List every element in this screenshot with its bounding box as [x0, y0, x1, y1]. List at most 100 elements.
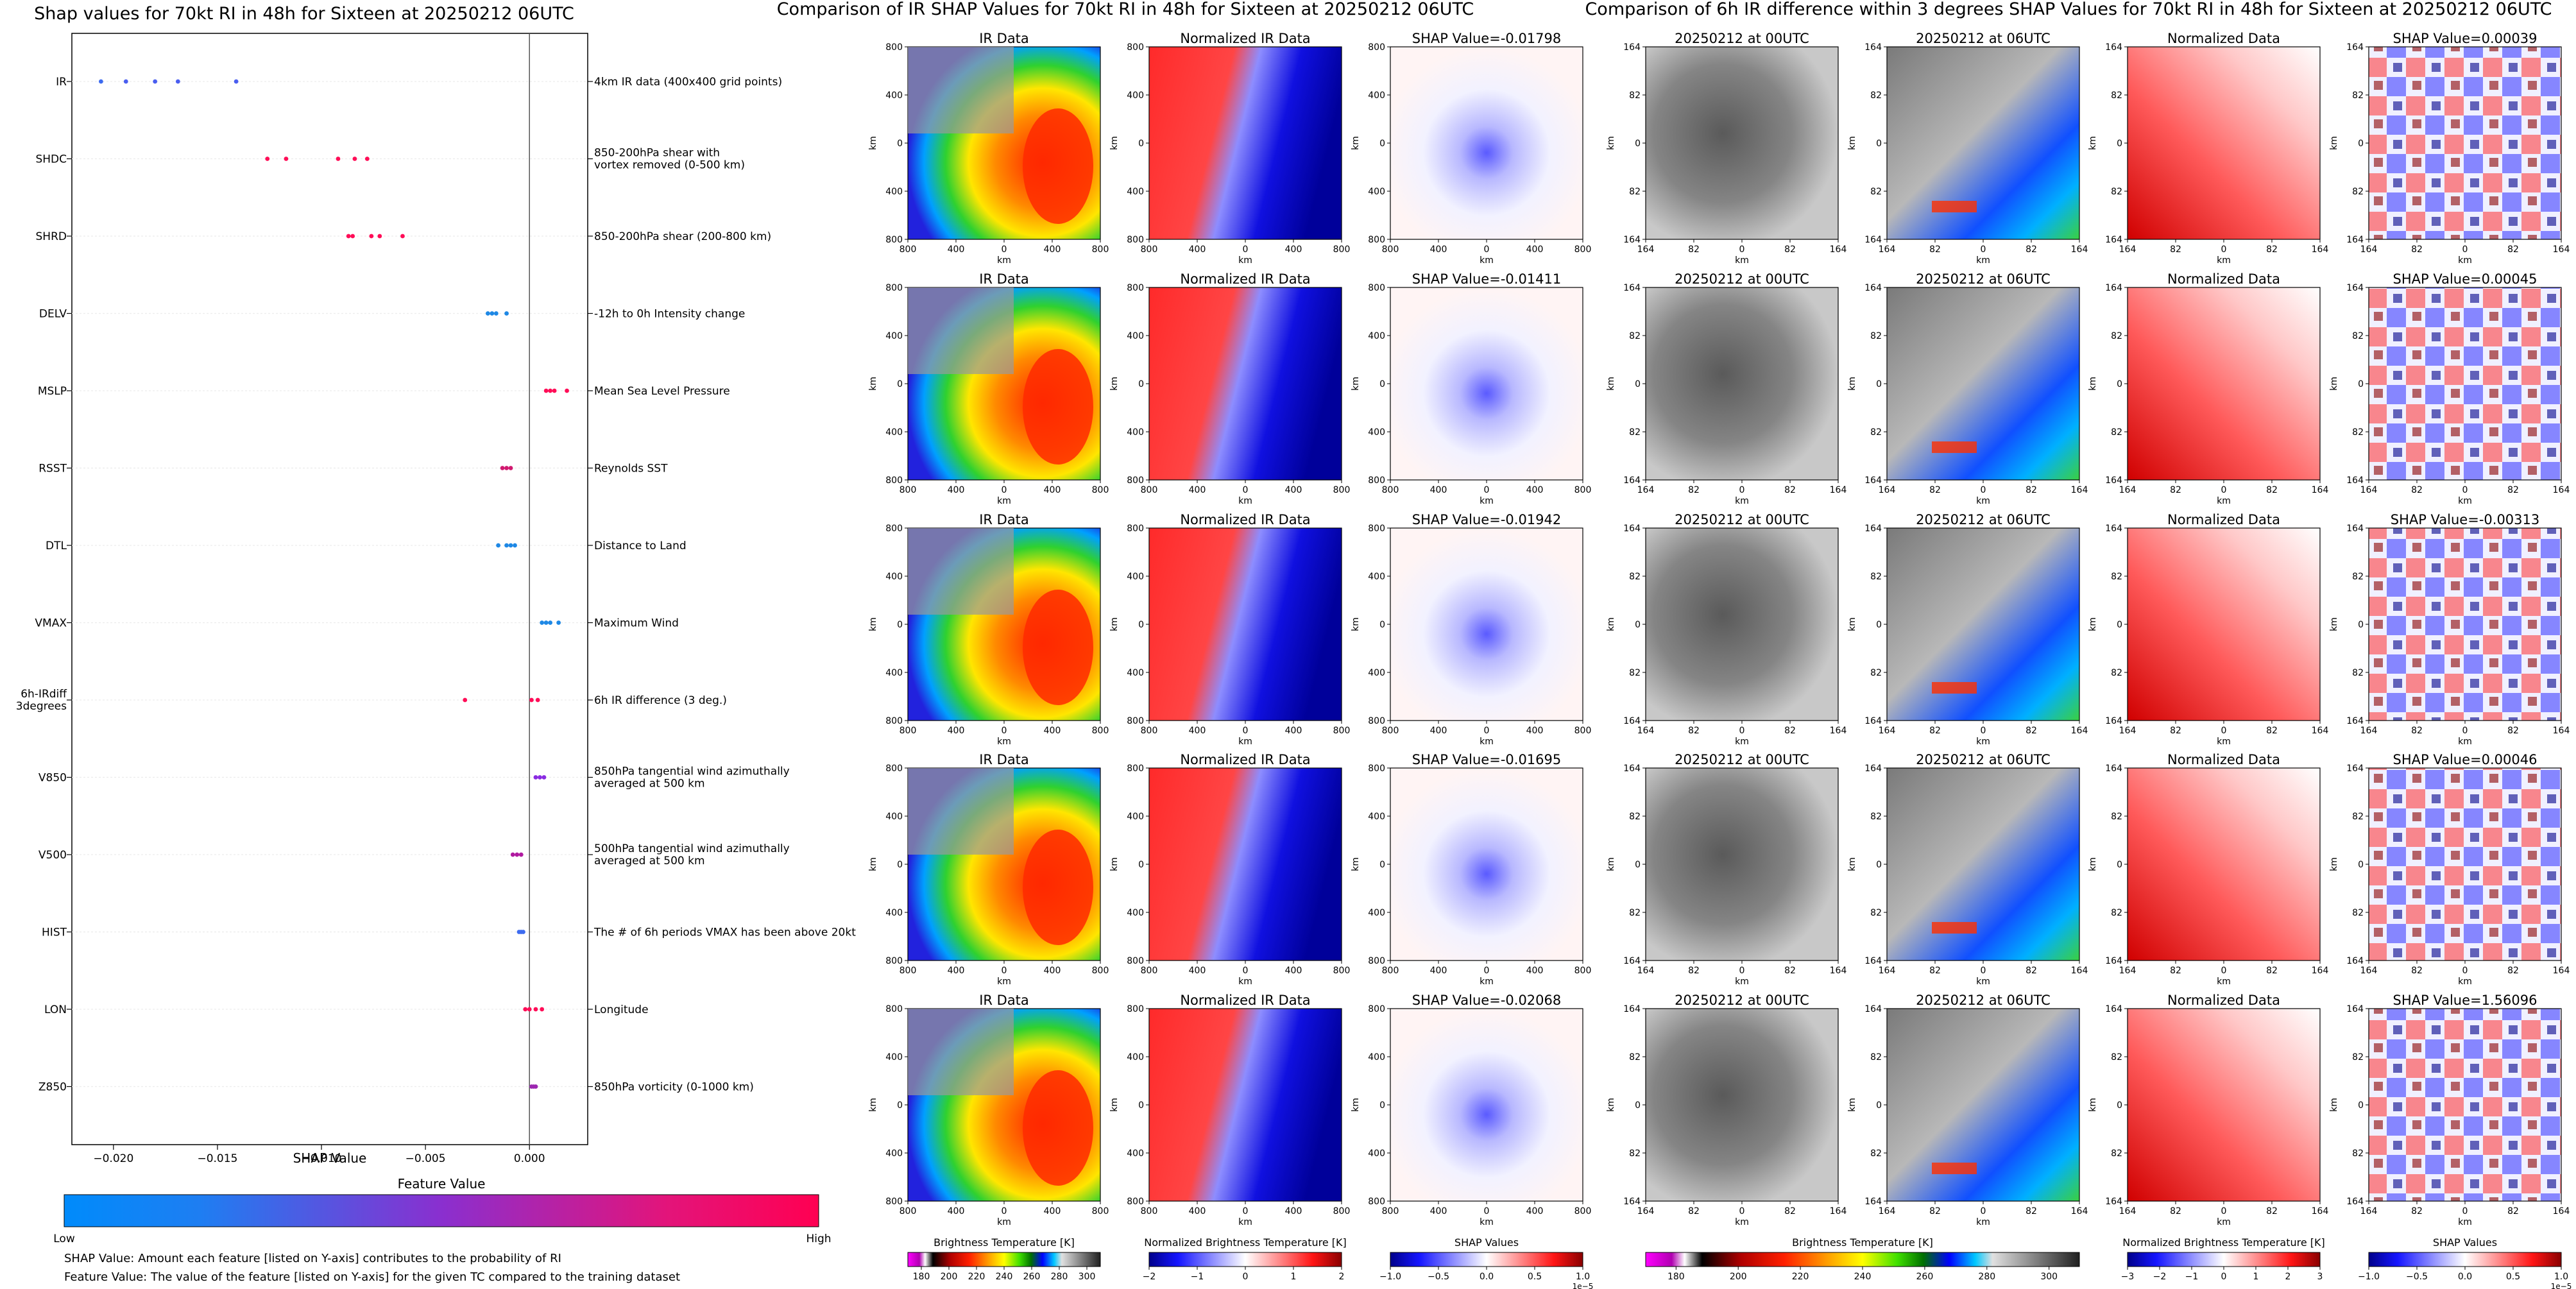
map-image [1645, 767, 1839, 961]
cloud-region [908, 768, 1014, 855]
colorbar-tick-label: 200 [1730, 1272, 1747, 1282]
map-x-tick-label: 0 [1002, 966, 1007, 976]
map-x-tick-label: 800 [1574, 244, 1592, 255]
feature-label: HIST [42, 926, 67, 939]
map-image [1645, 287, 1839, 481]
map-y-axis-label: km [2329, 617, 2339, 631]
shap-point [336, 157, 341, 161]
x-tick-label: −0.020 [93, 1152, 133, 1165]
map-y-tick-label: 0 [2117, 139, 2122, 149]
map-image [2127, 527, 2321, 721]
colorbar-tick-label: −0.5 [1428, 1272, 1449, 1282]
map-x-tick-label: 800 [1382, 244, 1399, 255]
map-y-tick-label: 164 [2105, 716, 2122, 726]
shap-point [565, 388, 569, 393]
map-y-axis-label: km [1606, 1098, 1616, 1112]
map-y-tick-label: 0 [1635, 139, 1641, 149]
map-x-tick-label: 0 [1484, 485, 1490, 495]
map-x-tick-label: 164 [1879, 966, 1896, 976]
map-image [1390, 287, 1583, 481]
shap-point [508, 543, 513, 548]
colorbar-tick-label: 260 [1023, 1272, 1041, 1282]
colorbar-gradient [2127, 1252, 2321, 1267]
map-x-tick-label: 400 [1430, 726, 1447, 736]
map-x-tick-label: 0 [1243, 244, 1249, 255]
map-x-tick-label: 800 [900, 726, 917, 736]
map-x-tick-label: 400 [948, 1206, 965, 1216]
map-y-tick-label: 82 [2111, 331, 2122, 341]
map-y-tick-label: 164 [1864, 1197, 1882, 1207]
map-x-tick-label: 82 [2507, 1206, 2519, 1216]
colorbar-tick-label: 1.0 [1576, 1272, 1590, 1282]
feature-description: 6h IR difference (3 deg.) [594, 694, 727, 707]
feature-description: Mean Sea Level Pressure [594, 385, 730, 398]
map-y-axis-label: km [1109, 136, 1120, 150]
shap-point [153, 79, 158, 84]
map-x-axis-label: km [2458, 1217, 2472, 1227]
shap-point [533, 775, 538, 780]
map-x-tick-label: 164 [2119, 1206, 2137, 1216]
map-y-tick-label: 164 [2346, 235, 2364, 245]
warm-streak [1932, 682, 1977, 694]
map-y-tick-label: 0 [2117, 379, 2122, 389]
map-y-tick-label: 400 [885, 1052, 903, 1063]
map-y-axis-label: km [2088, 1098, 2098, 1112]
map-y-tick-label: 82 [1870, 668, 1882, 678]
map-x-tick-label: 82 [1688, 244, 1700, 255]
map-x-axis-label: km [1735, 496, 1749, 506]
map-y-tick-label: 82 [2111, 90, 2122, 101]
map-x-tick-label: 0 [1739, 726, 1745, 736]
map-y-tick-label: 82 [2352, 1052, 2364, 1063]
map-x-tick-label: 0 [2221, 485, 2227, 495]
map-x-tick-label: 0 [1981, 726, 1986, 736]
colorbar: Brightness Temperature [K] 180 200 220 240 26… [907, 1236, 1101, 1282]
shap-point [369, 234, 374, 239]
cloud-region [908, 287, 1014, 374]
panel-title: SHAP Value=-0.01695 [1412, 752, 1562, 767]
x-tick-label: 0.000 [514, 1152, 545, 1165]
map-y-axis-label: km [2329, 857, 2339, 871]
map-x-tick-label: 82 [2266, 726, 2278, 736]
map-x-axis-label: km [1480, 496, 1494, 506]
map-image [1148, 46, 1342, 240]
map-x-tick-label: 800 [900, 966, 917, 976]
map-y-tick-label: 0 [2358, 379, 2364, 389]
map-x-tick-label: 0 [2221, 244, 2227, 255]
map-y-tick-label: 0 [1138, 379, 1144, 389]
map-image [2368, 1008, 2562, 1202]
map-x-tick-label: 0 [1484, 966, 1490, 976]
map-y-tick-label: 800 [1368, 716, 1385, 726]
feature-label: RSST [38, 463, 67, 475]
map-x-tick-label: 800 [1092, 726, 1109, 736]
map-x-tick-label: 164 [2553, 1206, 2570, 1216]
map-y-tick-label: 0 [897, 1100, 903, 1111]
shap-point [518, 852, 524, 857]
map-x-tick-label: 164 [2360, 966, 2378, 976]
panel-title: SHAP Value=0.00046 [2393, 752, 2538, 767]
map-x-tick-label: 164 [1830, 244, 1847, 255]
map-y-tick-label: 0 [1876, 860, 1882, 870]
map-y-axis-label: km [1847, 617, 1857, 631]
map-x-tick-label: 82 [1784, 726, 1796, 736]
map-x-tick-label: 82 [2507, 485, 2519, 495]
shap-point [508, 466, 513, 470]
diff-section-title: Comparison of 6h IR difference within 3 … [1585, 0, 2552, 19]
map-x-tick-label: 0 [1484, 244, 1490, 255]
shap-point [175, 79, 180, 84]
map-y-axis-label: km [1109, 377, 1120, 391]
map-y-tick-label: 164 [1864, 42, 1882, 53]
map-y-tick-label: 800 [1127, 283, 1144, 293]
shap-point [493, 311, 499, 316]
panel-title: 20250212 at 06UTC [1916, 752, 2051, 767]
map-x-tick-label: 164 [2553, 485, 2570, 495]
map-x-tick-label: 0 [2462, 485, 2468, 495]
map-x-axis-label: km [997, 1217, 1011, 1227]
map-y-tick-label: 164 [1864, 475, 1882, 486]
colorbar-tick-label: −1.0 [1379, 1272, 1401, 1282]
shap-point [540, 1007, 545, 1012]
map-x-axis-label: km [2458, 496, 2472, 506]
map-y-tick-label: 800 [1127, 475, 1144, 486]
